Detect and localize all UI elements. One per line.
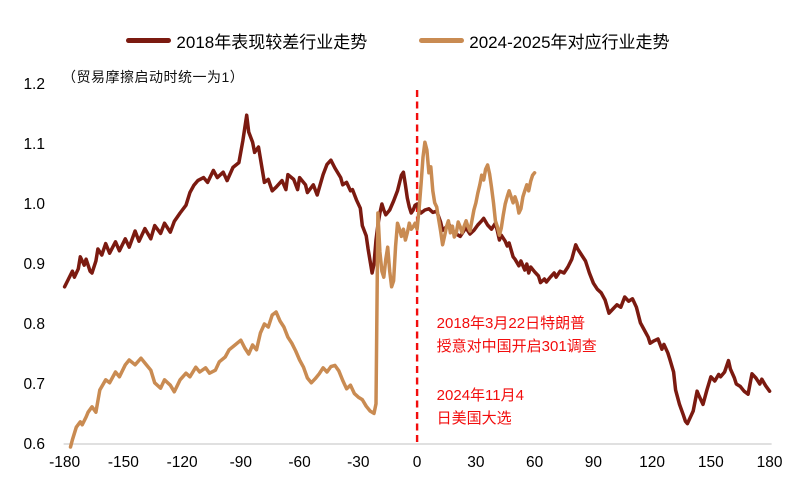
x-tick-label: -150 xyxy=(108,454,139,471)
x-tick-label: -30 xyxy=(347,454,370,471)
x-tick-label: 30 xyxy=(467,454,485,471)
legend-item-2024: 2024-2025年对应行业走势 xyxy=(419,28,670,53)
x-tick-label: 60 xyxy=(526,454,544,471)
x-tick-label: -60 xyxy=(288,454,311,471)
x-tick-label: -90 xyxy=(230,454,253,471)
legend-item-2018: 2018年表现较差行业走势 xyxy=(126,28,367,53)
series-line-2024 xyxy=(68,140,537,449)
legend-label-2024: 2024-2025年对应行业走势 xyxy=(469,33,670,52)
x-tick-label: -180 xyxy=(49,454,80,471)
x-tick-label: 150 xyxy=(698,454,724,471)
y-tick-label: 1.2 xyxy=(23,76,45,93)
y-tick-label: 0.8 xyxy=(23,316,45,333)
annotation-301-line2: 授意对中国开启301调查 xyxy=(436,338,597,355)
x-tick-label: 180 xyxy=(757,454,783,471)
axis-note: （贸易摩擦启动时统一为1） xyxy=(62,69,245,85)
legend-swatch-2018-line-icon xyxy=(126,38,172,43)
legend-label-2018: 2018年表现较差行业走势 xyxy=(176,33,368,52)
x-tick-label: 0 xyxy=(413,454,422,471)
y-tick-label: 0.7 xyxy=(23,376,45,393)
annotation-election-line1: 2024年11月4 xyxy=(436,387,524,404)
x-tick-label: -120 xyxy=(167,454,198,471)
annotation-301-investigation: 2018年3月22日特朗普 授意对中国开启301调查 xyxy=(437,312,597,358)
x-tick-label: 120 xyxy=(639,454,665,471)
legend: 2018年表现较差行业走势 2024-2025年对应行业走势 xyxy=(0,28,796,53)
y-tick-label: 0.9 xyxy=(23,256,45,273)
legend-swatch-2024-line-icon xyxy=(419,38,465,43)
annotation-election-line2: 日美国大选 xyxy=(436,410,512,427)
x-tick-label: 90 xyxy=(585,454,603,471)
annotation-301-line1: 2018年3月22日特朗普 xyxy=(436,315,586,332)
y-tick-label: 1.0 xyxy=(23,196,45,213)
y-tick-label: 0.6 xyxy=(23,436,45,453)
annotation-us-election: 2024年11月4 日美国大选 xyxy=(437,384,524,430)
y-tick-label: 1.1 xyxy=(23,136,45,153)
